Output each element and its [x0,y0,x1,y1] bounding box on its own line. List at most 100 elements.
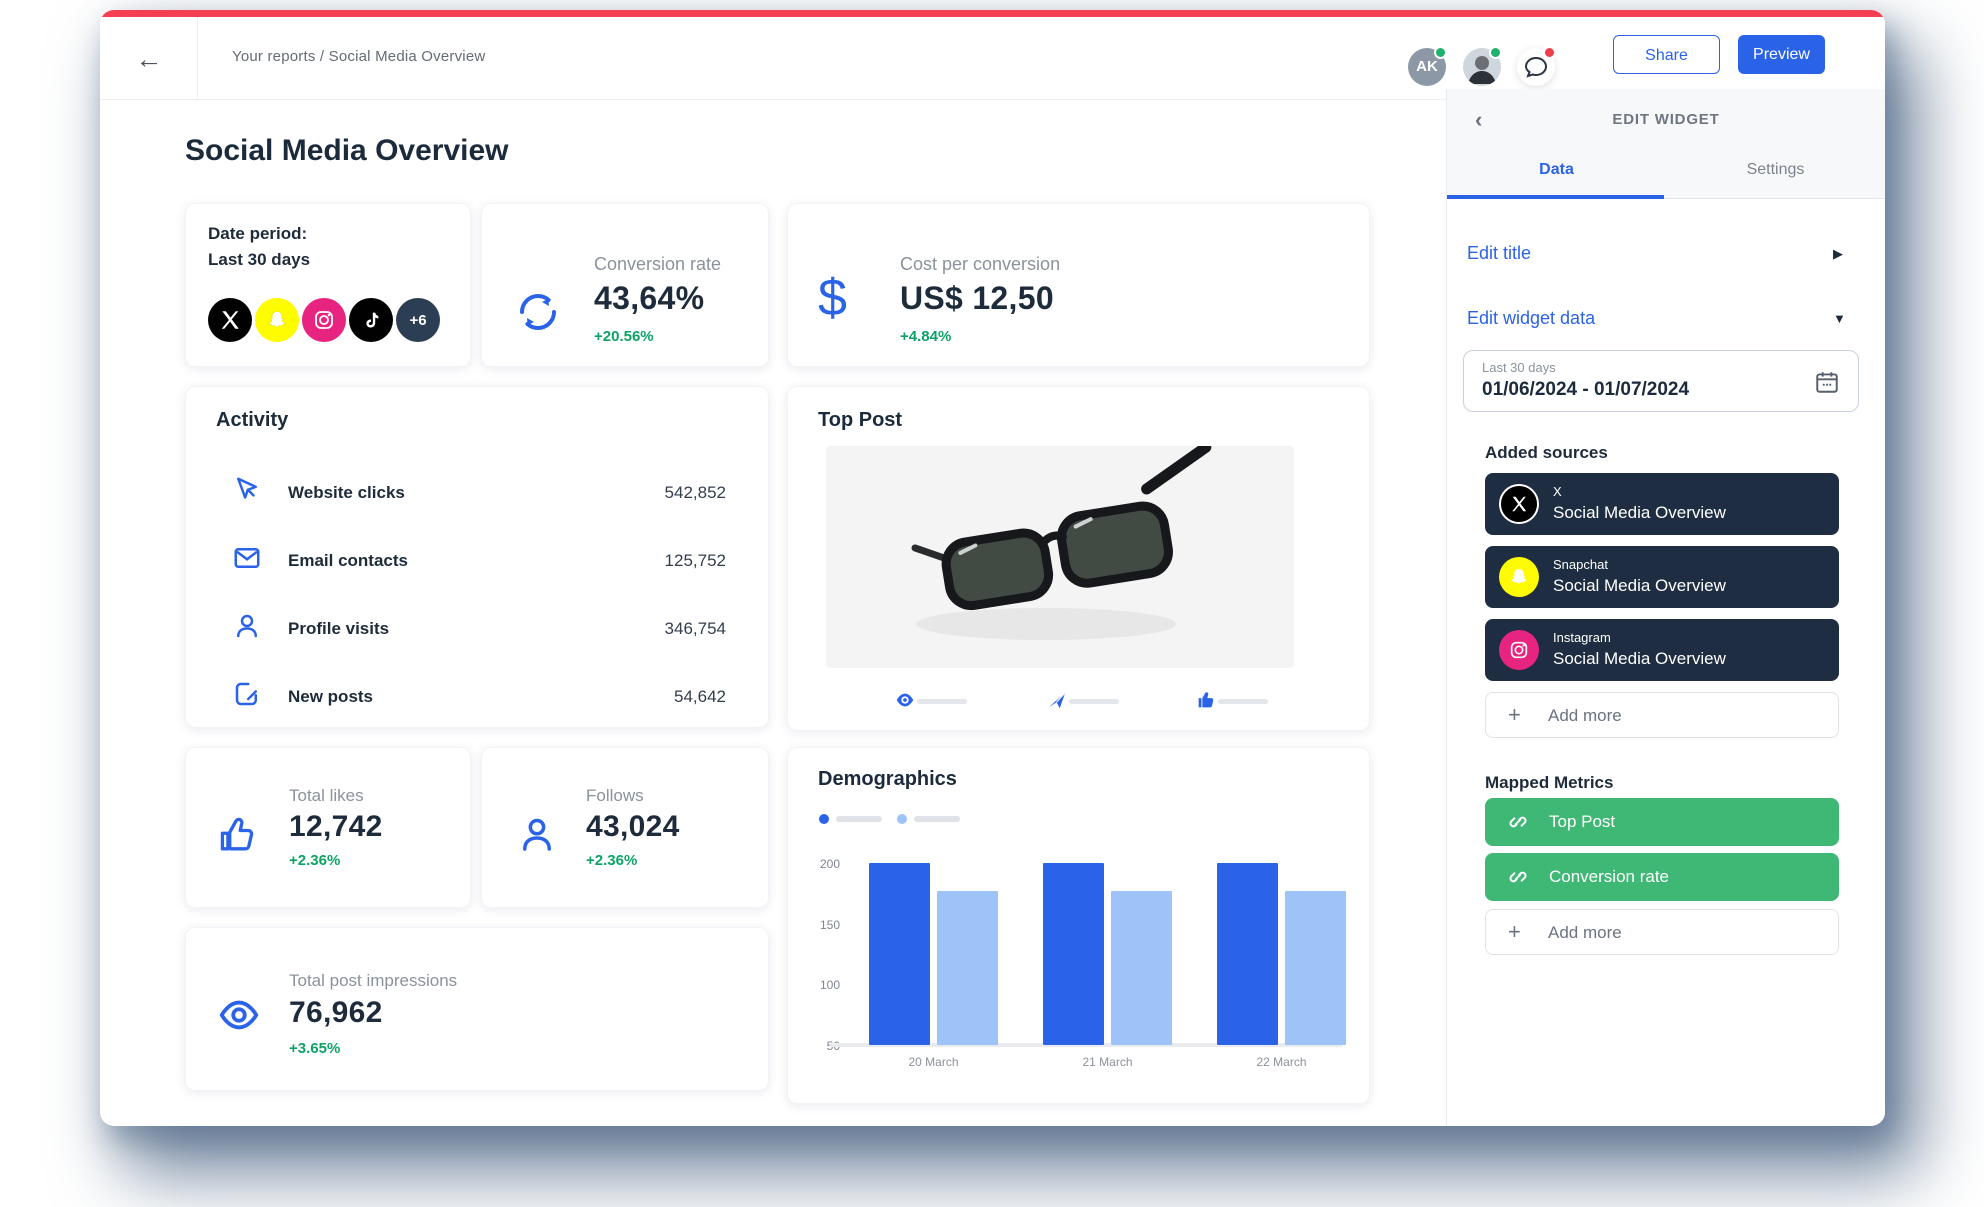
activity-row: New posts 54,642 [186,663,768,730]
instagram-icon [1499,630,1539,670]
avatar[interactable] [1463,48,1501,86]
chat-button[interactable] [1517,48,1555,86]
impressions-change: +3.65% [289,1040,340,1057]
app-window: ← Your reports / Social Media Overview A… [100,10,1885,1126]
follows-label: Follows [586,786,644,806]
x-category-label: 21 March [1082,1055,1132,1069]
activity-row-value: 125,752 [665,551,726,571]
page-title: Social Media Overview [185,134,508,168]
tab-data[interactable]: Data [1447,161,1666,179]
online-status-dot [1489,46,1502,59]
y-tick-label: 100 [794,978,840,992]
instagram-icon [302,298,346,342]
activity-row: Profile visits 346,754 [186,595,768,662]
source-card-instagram[interactable]: Instagram Social Media Overview [1485,619,1839,681]
activity-title: Activity [216,409,288,432]
snapchat-icon [1499,557,1539,597]
total-likes-value: 12,742 [289,810,383,844]
bar [937,891,998,1045]
edit-widget-panel: ‹ EDIT WIDGET Data Settings Edit title ▶… [1446,89,1885,1126]
conversion-rate-label: Conversion rate [594,254,721,275]
source-network: X [1553,484,1562,499]
source-card-snapchat[interactable]: Snapchat Social Media Overview [1485,546,1839,608]
mapped-metric-top-post[interactable]: Top Post [1485,798,1839,846]
top-accent-bar [100,10,1885,17]
back-button[interactable]: ← [128,41,170,77]
follows-widget[interactable]: Follows 43,024 +2.36% [481,747,769,908]
send-icon [1046,689,1068,711]
views-placeholder-bar [917,699,967,704]
avatar[interactable]: AK [1408,48,1446,86]
impressions-widget[interactable]: Total post impressions 76,962 +3.65% [185,927,769,1091]
date-period-label: Date period: [208,224,307,244]
source-network: Snapchat [1553,557,1608,572]
share-button[interactable]: Share [1613,35,1720,74]
person-icon [516,814,558,856]
legend-series2-dot [897,814,907,824]
legend-series2-placeholder [914,816,960,822]
impressions-value: 76,962 [289,996,383,1030]
calendar-icon [1814,369,1840,395]
top-post-widget[interactable]: Top Post [787,386,1370,731]
conversion-rate-widget[interactable]: Conversion rate 43,64% +20.56% [481,203,769,367]
added-sources-title: Added sources [1485,443,1608,463]
topbar: ← Your reports / Social Media Overview A… [100,17,1885,100]
conversion-rate-value: 43,64% [594,280,704,317]
thumb-up-icon [1195,689,1217,711]
y-tick-label: 200 [794,857,840,871]
activity-row-label: Profile visits [288,619,389,639]
tab-settings[interactable]: Settings [1666,161,1885,179]
demographics-title: Demographics [818,768,957,791]
activity-row: Website clicks 542,852 [186,459,768,526]
x-category-label: 22 March [1256,1055,1306,1069]
mapped-metric-label: Top Post [1549,812,1615,832]
date-range-field[interactable]: Last 30 days 01/06/2024 - 01/07/2024 [1463,350,1859,412]
mapped-metric-conversion-rate[interactable]: Conversion rate [1485,853,1839,901]
notification-dot [1543,46,1556,59]
more-sources-badge: +6 [396,298,440,342]
date-period-value: Last 30 days [208,250,310,270]
link-icon [1507,811,1529,833]
more-sources-count: +6 [409,312,426,329]
bar-group: 20 March [869,863,998,1045]
edit-title-link[interactable]: Edit title [1467,243,1531,264]
add-metric-label: Add more [1548,923,1622,943]
online-status-dot [1434,46,1447,59]
activity-row-value: 54,642 [674,687,726,707]
likes-placeholder-bar [1218,699,1268,704]
activity-widget[interactable]: Activity Website clicks 542,852 Email co… [185,386,769,728]
date-range-value: 01/06/2024 - 01/07/2024 [1482,379,1689,401]
activity-row-value: 346,754 [665,619,726,639]
date-period-widget[interactable]: Date period: Last 30 days +6 [185,203,471,367]
bar-group: 22 March [1217,863,1346,1045]
add-source-button[interactable]: + Add more [1485,692,1839,738]
source-report: Social Media Overview [1553,503,1726,523]
activity-row-value: 542,852 [665,483,726,503]
thumb-up-icon [216,814,260,858]
bar [1043,863,1104,1045]
follows-change: +2.36% [586,852,637,869]
cost-per-conversion-value: US$ 12,50 [900,280,1054,317]
edit-widget-data-link[interactable]: Edit widget data [1467,308,1595,329]
snapchat-icon [255,298,299,342]
topbar-divider [197,17,198,99]
refresh-icon [514,288,562,336]
legend-series1-placeholder [836,816,882,822]
shares-placeholder-bar [1069,699,1119,704]
preview-button[interactable]: Preview [1738,35,1825,74]
panel-title: EDIT WIDGET [1447,111,1885,128]
add-metric-button[interactable]: + Add more [1485,909,1839,955]
activity-row-label: New posts [288,687,373,707]
activity-row: Email contacts 125,752 [186,527,768,594]
legend-series1-dot [819,814,829,824]
plus-icon: + [1508,919,1521,945]
cost-per-conversion-label: Cost per conversion [900,254,1060,275]
demographics-widget[interactable]: Demographics 50100150200 20 March21 Marc… [787,747,1370,1104]
total-likes-widget[interactable]: Total likes 12,742 +2.36% [185,747,471,908]
cursor-icon [232,475,262,505]
source-card-x[interactable]: X Social Media Overview [1485,473,1839,535]
cost-per-conversion-change: +4.84% [900,328,951,345]
bar [1111,891,1172,1045]
views-icon [894,689,916,711]
cost-per-conversion-widget[interactable]: $ Cost per conversion US$ 12,50 +4.84% [787,203,1370,367]
